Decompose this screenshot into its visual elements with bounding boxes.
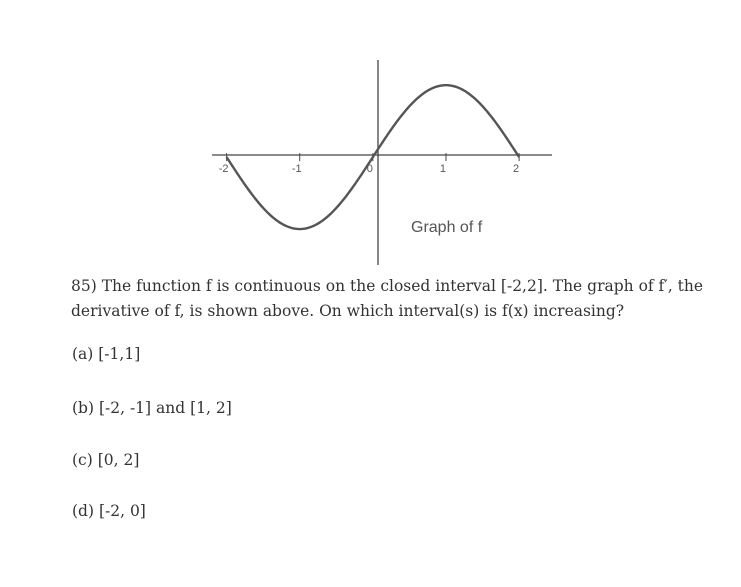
derivative-graph: -2 -1 0 1 2 Graph of f — [212, 60, 552, 265]
tick-labels: -2 -1 0 1 2 — [219, 163, 519, 175]
choice-d[interactable]: (d) [-2, 0] — [72, 502, 146, 520]
derivative-curve — [225, 83, 521, 231]
x-tick-label-4: 2 — [513, 163, 519, 175]
x-tick-label-3: 1 — [440, 163, 446, 175]
x-tick-label-0: -2 — [219, 163, 229, 175]
question-text: 85) The function f is continuous on the … — [71, 277, 704, 320]
choice-b[interactable]: (b) [-2, -1] and [1, 2] — [72, 399, 232, 417]
graph-caption: Graph of f — [411, 219, 483, 236]
choice-a[interactable]: (a) [-1,1] — [72, 345, 141, 363]
x-tick-label-2: 0 — [367, 163, 373, 175]
x-tick-label-1: -1 — [292, 163, 302, 175]
choice-c[interactable]: (c) [0, 2] — [72, 451, 140, 469]
